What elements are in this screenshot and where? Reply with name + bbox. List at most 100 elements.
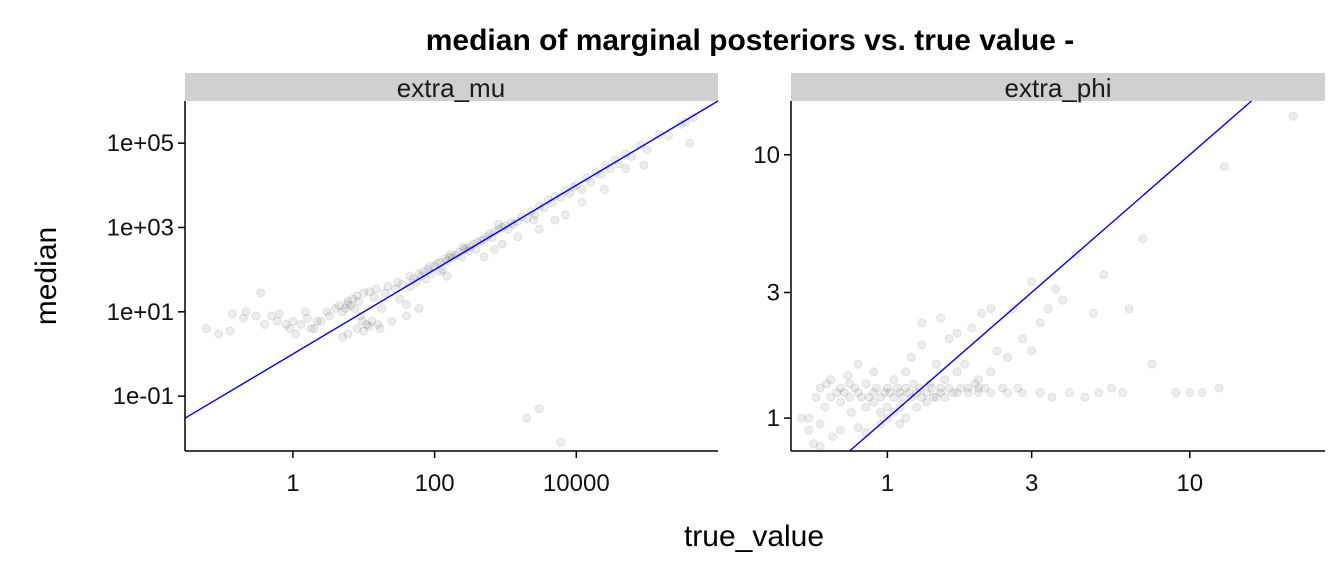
panel-extra-mu: extra_mu 1 100 10000 1e-01 1e+01 1e+03 1… [107, 73, 719, 497]
data-point [522, 413, 532, 423]
data-point [882, 383, 892, 393]
y-tick-label: 1e+05 [107, 130, 174, 157]
data-point [912, 402, 922, 412]
data-point [227, 309, 237, 319]
data-point [973, 375, 983, 385]
x-axis-title: true_value [684, 520, 824, 553]
data-point [973, 383, 983, 393]
data-point [804, 425, 814, 435]
data-point [832, 388, 842, 398]
data-point [364, 287, 374, 297]
data-point [1013, 383, 1023, 393]
data-point [1035, 388, 1045, 398]
data-point [357, 316, 367, 326]
data-point [340, 304, 350, 313]
data-point [963, 388, 973, 398]
strip-label-extra-mu: extra_mu [397, 73, 505, 103]
data-point [826, 392, 836, 402]
points-extra-mu [201, 113, 698, 447]
x-tick-label: 1 [881, 470, 894, 497]
data-point [850, 383, 860, 393]
data-point [414, 304, 424, 313]
y-tick-label: 1e+01 [107, 299, 174, 326]
data-point [917, 340, 927, 350]
data-point [359, 288, 369, 298]
data-point [977, 308, 987, 318]
data-point [822, 379, 832, 389]
x-tick-label: 3 [1025, 470, 1038, 497]
x-ticks-extra-mu: 1 100 10000 [286, 451, 610, 497]
data-point [820, 402, 830, 412]
data-point [490, 245, 499, 254]
data-point [928, 392, 938, 402]
data-point [901, 367, 911, 377]
data-point [343, 329, 353, 339]
data-point [973, 388, 983, 398]
data-point [1035, 318, 1045, 328]
data-point [534, 224, 544, 234]
data-point [359, 326, 369, 336]
data-point [438, 265, 448, 275]
data-point [861, 379, 871, 389]
data-point [375, 324, 385, 334]
x-tick-label: 1 [286, 470, 299, 497]
y-ticks-extra-phi: 1 3 10 [753, 142, 791, 432]
x-tick-label: 100 [415, 470, 455, 497]
data-point [893, 383, 902, 393]
data-point [256, 288, 266, 298]
data-point [889, 392, 899, 402]
data-point [1099, 270, 1109, 280]
data-point [309, 324, 319, 334]
y-tick-label: 1 [767, 405, 780, 432]
data-point [809, 439, 819, 449]
data-point [337, 307, 347, 317]
data-point [960, 359, 970, 369]
data-point [401, 311, 411, 321]
data-point [940, 392, 950, 402]
data-point [446, 249, 456, 259]
chart-title: median of marginal posteriors vs. true v… [426, 24, 1075, 57]
data-point [885, 388, 895, 398]
data-point [917, 392, 927, 402]
y-tick-label: 1e+03 [107, 214, 174, 241]
data-point [306, 324, 316, 334]
data-point [288, 316, 298, 326]
data-point [906, 352, 916, 362]
data-point [828, 432, 838, 442]
x-tick-label: 10 [1176, 470, 1203, 497]
data-point [316, 316, 326, 326]
strip-extra-mu [185, 73, 718, 101]
data-point [1138, 234, 1148, 244]
data-point [845, 379, 855, 389]
data-point [664, 131, 673, 141]
data-point [497, 239, 507, 249]
data-point [856, 392, 866, 402]
data-point [1214, 383, 1224, 393]
data-point [334, 301, 344, 311]
data-point [560, 210, 570, 220]
data-point [225, 326, 235, 336]
data-point [343, 296, 353, 306]
data-point [1094, 388, 1104, 398]
data-point [639, 160, 649, 170]
data-point [980, 383, 990, 393]
data-point [948, 388, 958, 398]
data-point [963, 383, 973, 393]
data-point [1106, 383, 1116, 393]
data-point [904, 388, 914, 398]
data-point [556, 437, 566, 447]
data-point [393, 277, 403, 287]
data-point [1058, 295, 1068, 305]
data-point [621, 164, 631, 173]
data-point [986, 367, 996, 377]
y-tick-label: 3 [767, 279, 780, 306]
panel-extra-phi: extra_phi 1 3 10 1 3 10 [753, 73, 1325, 497]
data-point [997, 383, 1007, 393]
data-point [836, 383, 845, 393]
data-point [300, 307, 310, 317]
data-point [931, 392, 941, 402]
data-point [1047, 392, 1057, 402]
data-point [869, 367, 879, 377]
data-point [395, 294, 404, 304]
data-point [815, 383, 825, 393]
